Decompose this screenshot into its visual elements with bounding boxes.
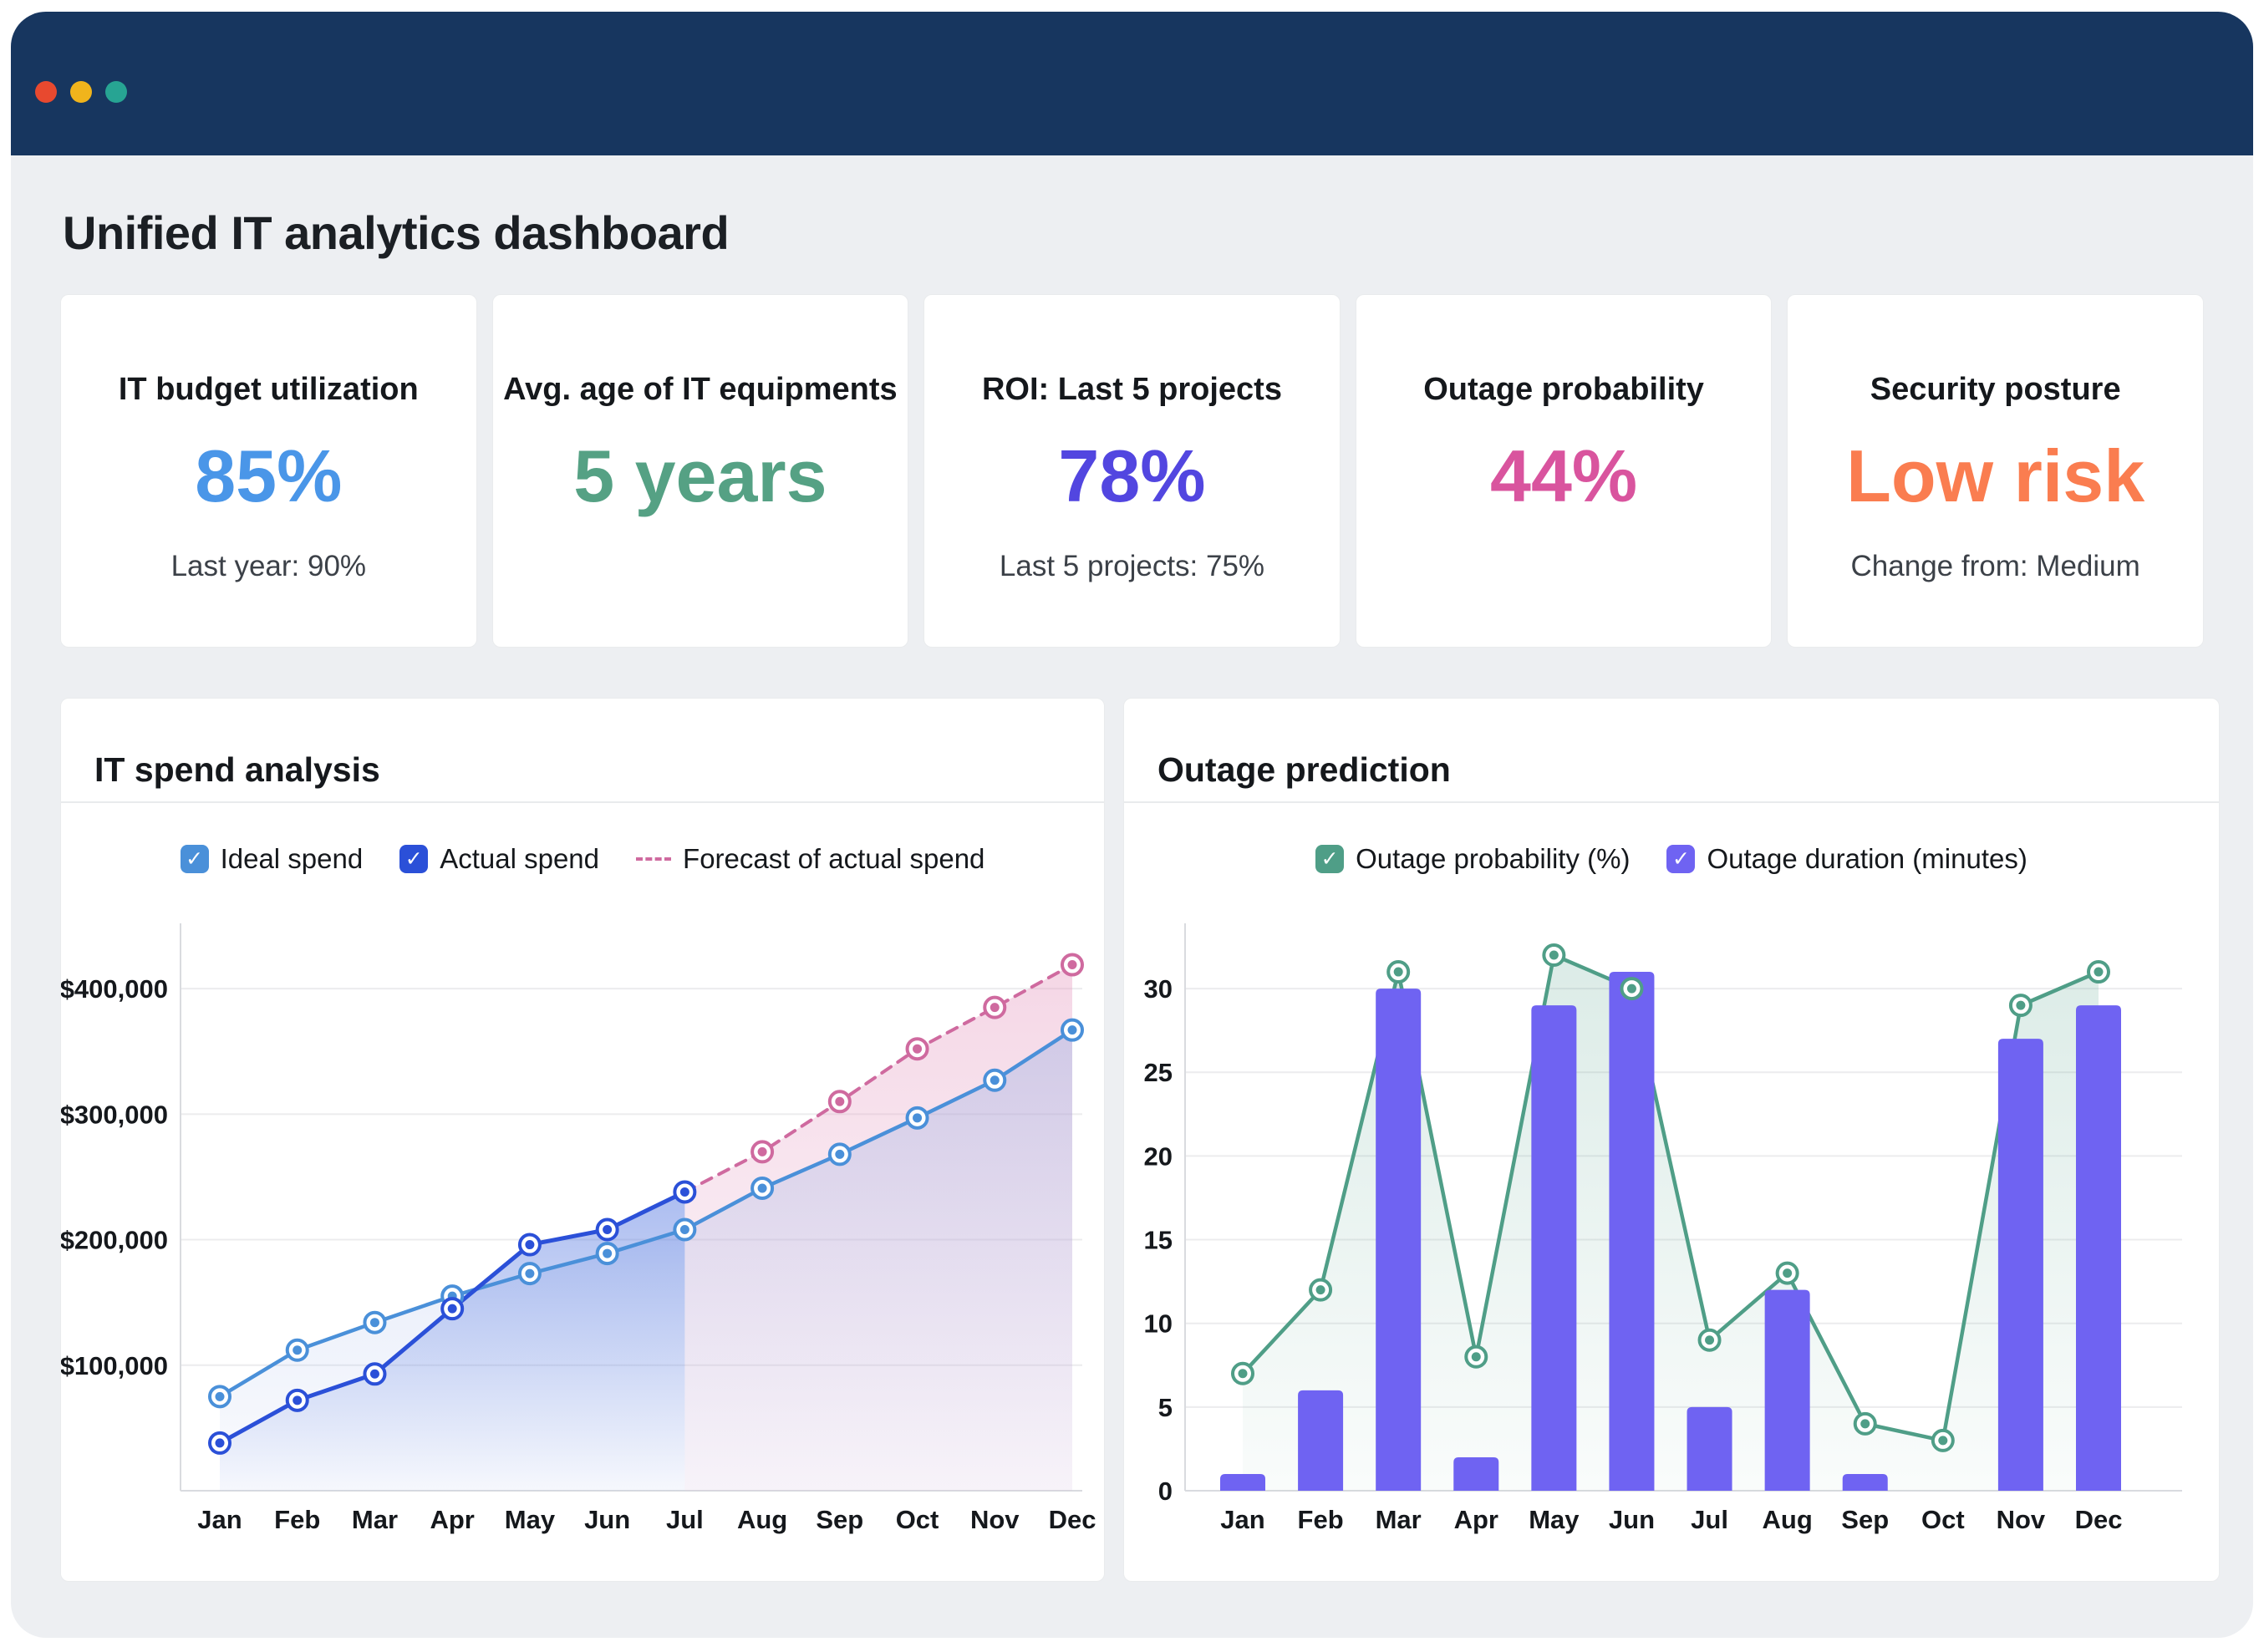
- svg-text:Jun: Jun: [1609, 1505, 1655, 1534]
- legend-item: ✓ Ideal spend: [180, 843, 364, 875]
- legend-checkbox[interactable]: ✓: [1315, 845, 1345, 873]
- svg-text:Sep: Sep: [816, 1505, 863, 1534]
- kpi-subtext: Last 5 projects: 75%: [999, 550, 1265, 582]
- svg-text:$100,000: $100,000: [61, 1351, 168, 1380]
- svg-text:0: 0: [1158, 1477, 1173, 1506]
- svg-text:25: 25: [1144, 1058, 1173, 1087]
- kpi-value: 5 years: [573, 435, 827, 517]
- svg-text:Mar: Mar: [352, 1505, 398, 1534]
- legend-checkbox[interactable]: ✓: [399, 845, 429, 873]
- svg-text:$400,000: $400,000: [61, 974, 168, 1004]
- spend-chart-legend: ✓ Ideal spend ✓ Actual spend Forecast of act…: [61, 843, 1104, 875]
- legend-item: ✓ Outage probability (%): [1315, 843, 1630, 875]
- window-maximize-button[interactable]: [105, 81, 127, 103]
- svg-text:Dec: Dec: [2075, 1505, 2123, 1534]
- legend-checkbox[interactable]: ✓: [1666, 845, 1696, 873]
- charts-row: IT spend analysis ✓ Ideal spend ✓ Actual sp…: [60, 698, 2220, 1582]
- kpi-title: ROI: Last 5 projects: [981, 372, 1282, 407]
- svg-text:Aug: Aug: [737, 1505, 787, 1534]
- kpi-title: Avg. age of IT equipments: [503, 372, 898, 407]
- legend-label: Actual spend: [440, 843, 600, 874]
- kpi-card-outage-probability: Outage probability 44%: [1355, 294, 1773, 648]
- kpi-subtext: Change from: Medium: [1850, 550, 2140, 582]
- legend-item: ✓ Actual spend: [399, 843, 599, 875]
- spend-chart-title: IT spend analysis: [94, 750, 380, 789]
- svg-text:Feb: Feb: [274, 1505, 320, 1534]
- legend-item: Forecast of actual spend: [636, 843, 984, 875]
- svg-text:20: 20: [1144, 1141, 1173, 1171]
- outage-chart-canvas: 0 5 10 15 20 25 30 Jan Feb Mar Apr May Jun Jul Aug Sep O…: [1144, 923, 2182, 1534]
- kpi-subtext: Last year: 90%: [170, 550, 367, 582]
- svg-text:30: 30: [1144, 974, 1173, 1004]
- svg-text:Feb: Feb: [1298, 1505, 1344, 1534]
- window-minimize-button[interactable]: [70, 81, 92, 103]
- legend-dash-swatch[interactable]: [636, 857, 672, 861]
- svg-text:5: 5: [1158, 1393, 1173, 1422]
- kpi-value: 85%: [195, 435, 343, 517]
- svg-text:Jul: Jul: [666, 1505, 704, 1534]
- divider: [61, 801, 1104, 803]
- kpi-card-roi: ROI: Last 5 projects 78% Last 5 projects…: [923, 294, 1341, 648]
- legend-checkbox[interactable]: ✓: [180, 845, 209, 873]
- spend-chart-canvas: $100,000 $200,000 $300,000 $400,000 Jan Feb Ma…: [61, 923, 1096, 1534]
- svg-text:Jun: Jun: [584, 1505, 630, 1534]
- svg-text:Jan: Jan: [1220, 1505, 1264, 1534]
- kpi-title: Security posture: [1870, 372, 2121, 407]
- kpi-card-budget-utilization: IT budget utilization 85% Last year: 90%: [60, 294, 477, 648]
- kpi-title: IT budget utilization: [118, 372, 419, 407]
- svg-text:10: 10: [1144, 1309, 1173, 1339]
- svg-text:Jan: Jan: [197, 1505, 242, 1534]
- svg-text:$300,000: $300,000: [61, 1100, 168, 1129]
- svg-text:Aug: Aug: [1763, 1505, 1813, 1534]
- spend-analysis-card: IT spend analysis ✓ Ideal spend ✓ Actual sp…: [60, 698, 1105, 1582]
- svg-text:Jul: Jul: [1691, 1505, 1728, 1534]
- legend-label: Outage probability (%): [1356, 843, 1631, 874]
- kpi-card-security-posture: Security posture Low risk Change from: M…: [1787, 294, 2204, 648]
- kpi-value: 78%: [1058, 435, 1206, 517]
- svg-text:Mar: Mar: [1376, 1505, 1422, 1534]
- legend-label: Outage duration (minutes): [1707, 843, 2027, 874]
- kpi-value: 44%: [1490, 435, 1638, 517]
- window-close-button[interactable]: [35, 81, 57, 103]
- divider: [1124, 801, 2219, 803]
- kpi-card-equipment-age: Avg. age of IT equipments 5 years: [491, 294, 909, 648]
- svg-text:May: May: [505, 1505, 556, 1534]
- svg-text:Nov: Nov: [1997, 1505, 2046, 1534]
- svg-text:Sep: Sep: [1841, 1505, 1889, 1534]
- legend-label: Ideal spend: [220, 843, 364, 874]
- app-window: Unified IT analytics dashboard IT budget…: [11, 12, 2253, 1638]
- svg-text:Oct: Oct: [896, 1505, 939, 1534]
- window-titlebar: [11, 12, 2253, 155]
- outage-chart-body: ✓ Outage probability (%) ✓ Outage duration …: [1124, 803, 2219, 1581]
- kpi-title: Outage probability: [1423, 372, 1704, 407]
- outage-chart-legend: ✓ Outage probability (%) ✓ Outage duration …: [1124, 843, 2219, 875]
- legend-item: ✓ Outage duration (minutes): [1666, 843, 2027, 875]
- kpi-row: IT budget utilization 85% Last year: 90%…: [60, 294, 2204, 648]
- svg-text:15: 15: [1144, 1226, 1173, 1255]
- outage-chart-title: Outage prediction: [1157, 750, 1451, 789]
- svg-text:May: May: [1529, 1505, 1580, 1534]
- outage-prediction-card: Outage prediction ✓ Outage probability (%…: [1123, 698, 2220, 1582]
- svg-text:$200,000: $200,000: [61, 1226, 168, 1255]
- svg-text:Apr: Apr: [1454, 1505, 1498, 1534]
- legend-label: Forecast of actual spend: [683, 843, 985, 874]
- svg-text:Oct: Oct: [1921, 1505, 1965, 1534]
- svg-text:Dec: Dec: [1049, 1505, 1096, 1534]
- page-title: Unified IT analytics dashboard: [63, 206, 730, 259]
- spend-chart-body: ✓ Ideal spend ✓ Actual spend Forecast of act…: [61, 803, 1104, 1581]
- kpi-value: Low risk: [1846, 435, 2145, 517]
- svg-text:Nov: Nov: [970, 1505, 1020, 1534]
- svg-text:Apr: Apr: [430, 1505, 474, 1534]
